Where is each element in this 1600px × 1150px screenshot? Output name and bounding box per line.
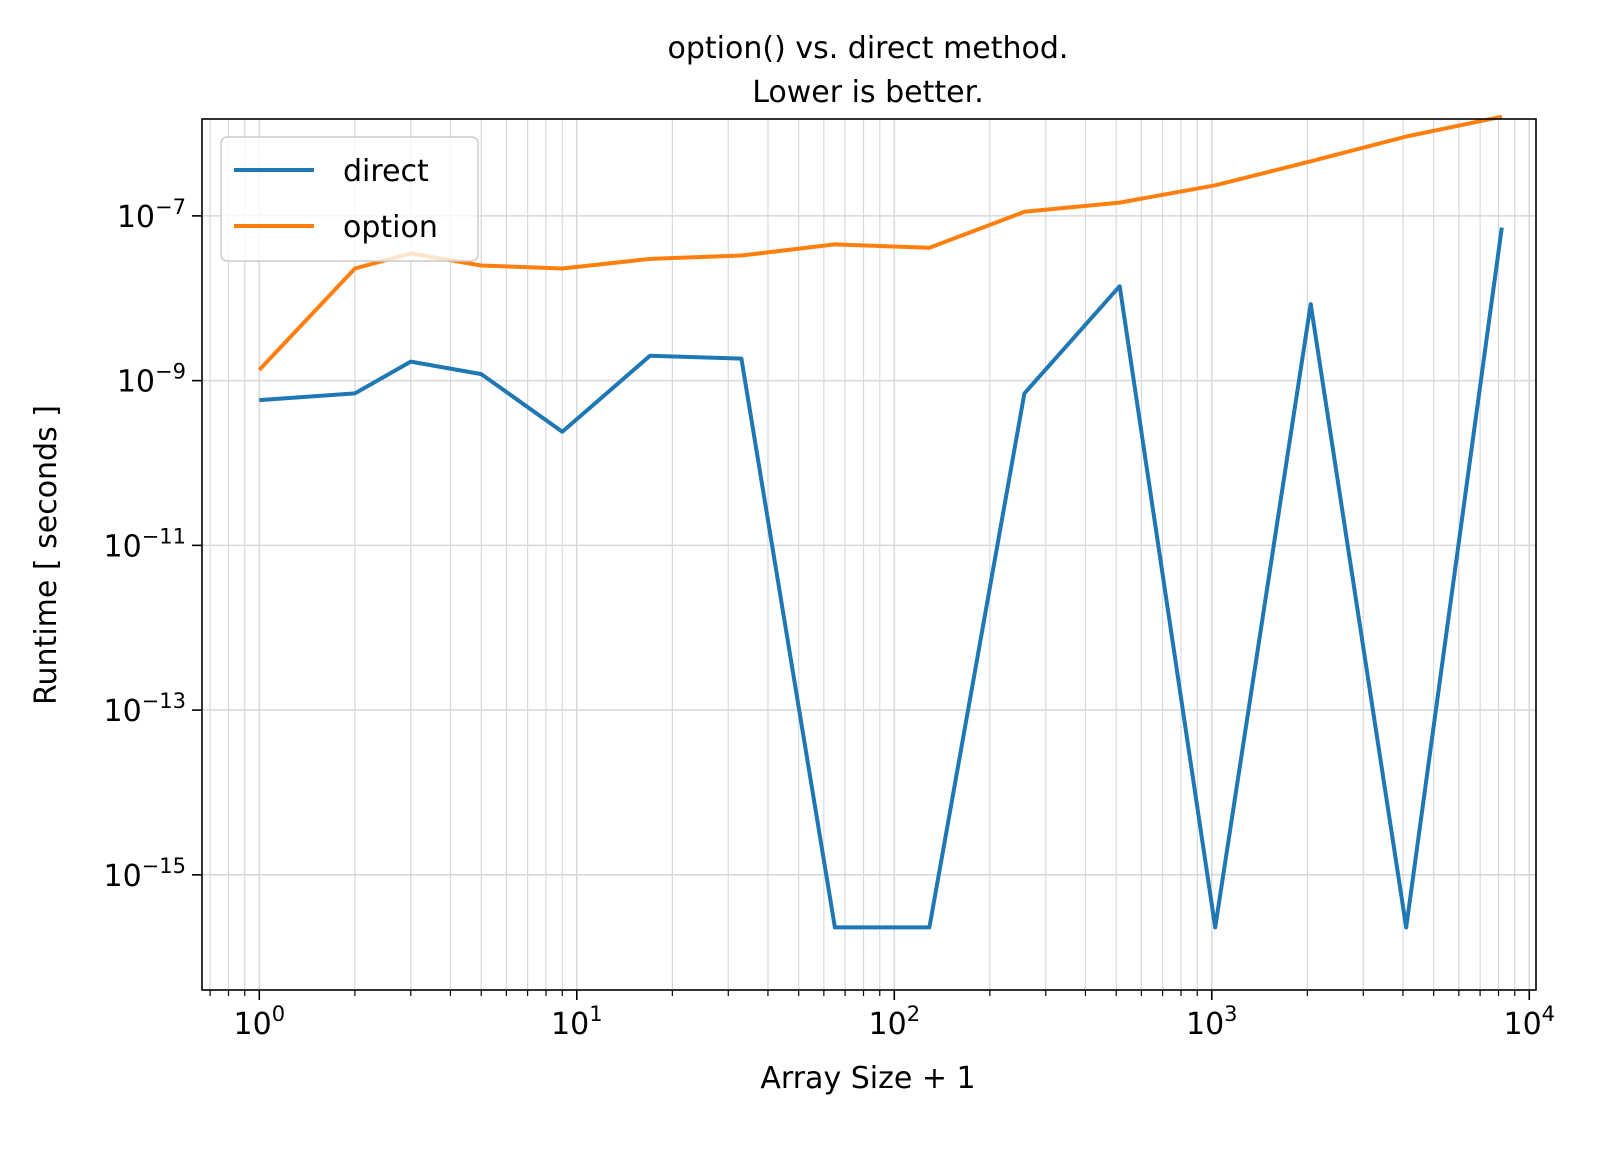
- plot-frame: [201, 118, 1537, 991]
- series-line-direct: [259, 227, 1504, 930]
- x-tick-label: 100: [234, 1002, 286, 1042]
- x-tick-label: 102: [869, 1002, 921, 1042]
- tick-labels: 10−7 10−9 10−11 10−13 10−15 100 101 102 103 104: [103, 195, 1555, 1042]
- x-tick-label: 103: [1186, 1002, 1238, 1042]
- y-tick-label: 10−15: [103, 854, 186, 894]
- x-tick-label: 104: [1503, 1002, 1555, 1042]
- y-tick-label: 10−11: [103, 524, 186, 564]
- legend: direct option: [220, 136, 479, 262]
- ticks: [192, 215, 1531, 1000]
- grid: [202, 119, 1536, 990]
- chart-title-line-1: option() vs. direct method.: [668, 31, 1069, 66]
- chart-title-line-2: Lower is better.: [752, 75, 984, 110]
- x-tick-label: 101: [551, 1002, 603, 1042]
- y-tick-label: 10−13: [103, 689, 186, 729]
- y-tick-label: 10−7: [117, 195, 186, 235]
- legend-label-direct: direct: [343, 154, 429, 189]
- x-axis-label: Array Size + 1: [760, 1061, 975, 1096]
- y-tick-label: 10−9: [117, 360, 186, 400]
- y-axis-label: Runtime [ seconds ]: [29, 405, 64, 705]
- legend-label-option: option: [343, 210, 438, 245]
